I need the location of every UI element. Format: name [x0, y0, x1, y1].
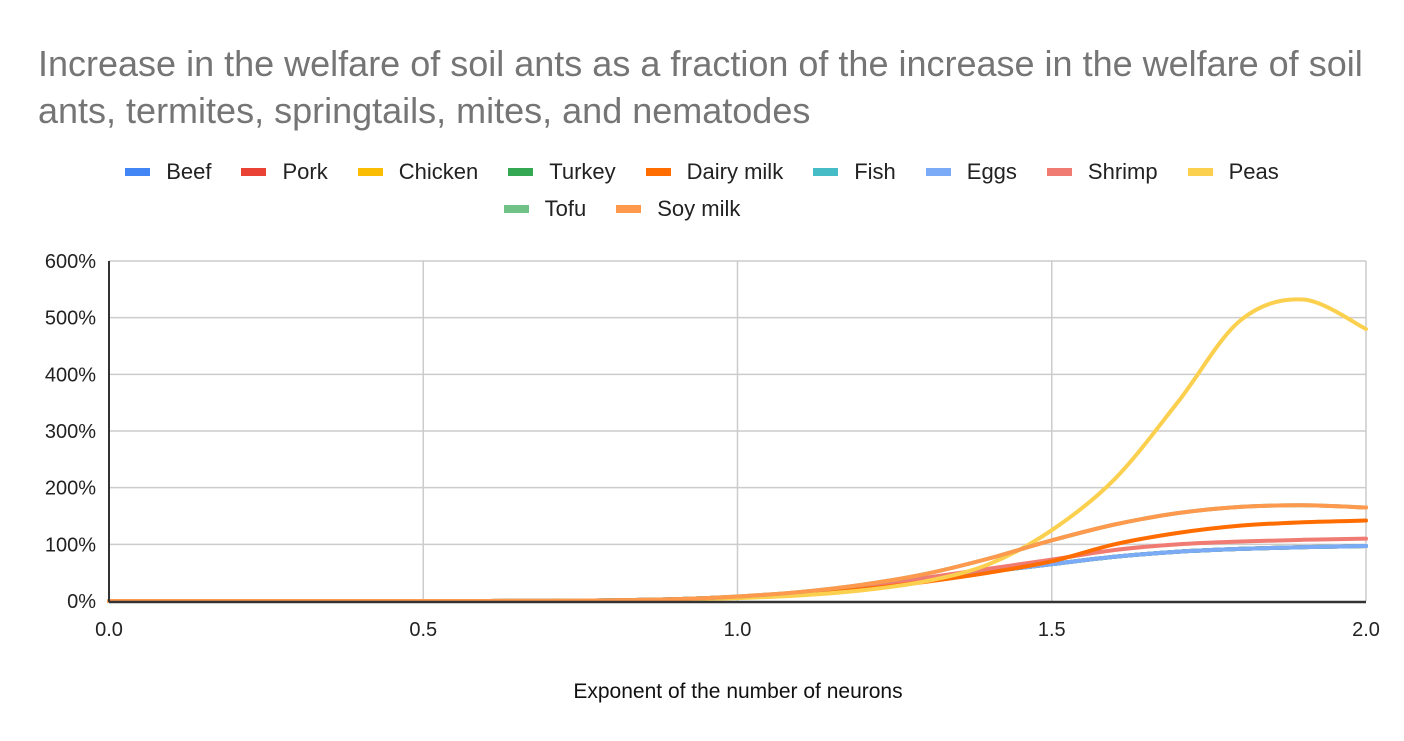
legend-label: Shrimp — [1087, 159, 1158, 184]
legend-label: Beef — [166, 159, 212, 184]
x-tick-label: 1.5 — [1038, 619, 1066, 641]
legend-label: Tofu — [544, 196, 587, 221]
y-tick-label: 100% — [45, 534, 96, 556]
legend-item-soy-milk[interactable]: Soy milk — [616, 195, 740, 223]
legend-swatch — [357, 168, 383, 176]
legend-label: Turkey — [549, 159, 616, 184]
legend-row-2: Tofu Soy milk — [0, 195, 1324, 223]
y-tick-label: 200% — [45, 478, 96, 500]
legend-item-eggs[interactable]: Eggs — [925, 158, 1017, 186]
legend-item-turkey[interactable]: Turkey — [508, 158, 616, 186]
y-tick-label: 600% — [45, 251, 96, 273]
legend-label: Pork — [282, 159, 328, 184]
legend-label: Chicken — [398, 159, 479, 184]
legend-row-1: Beef Pork Chicken Turkey Dairy milk Fish Eggs S… — [0, 158, 1404, 186]
legend-label: Peas — [1228, 159, 1279, 184]
grid-lines — [109, 260, 1367, 601]
x-tick-label: 0.5 — [409, 619, 437, 641]
legend-swatch — [125, 168, 151, 176]
legend-item-tofu[interactable]: Tofu — [503, 195, 587, 223]
x-tick-label: 0.0 — [95, 619, 123, 641]
legend-swatch — [616, 205, 642, 213]
legend-item-pork[interactable]: Pork — [241, 158, 328, 186]
y-tick-label: 400% — [45, 364, 96, 386]
legend-swatch — [241, 168, 267, 176]
y-tick-label: 0% — [67, 591, 96, 613]
y-tick-label: 300% — [45, 421, 96, 443]
legend-item-dairy-milk[interactable]: Dairy milk — [645, 158, 784, 186]
legend-label: Fish — [854, 159, 896, 184]
x-axis-label: Exponent of the number of neurons — [573, 680, 902, 703]
legend-swatch — [503, 205, 529, 213]
legend-item-fish[interactable]: Fish — [813, 158, 896, 186]
legend-label: Soy milk — [657, 196, 741, 221]
x-tick-label: 1.0 — [724, 619, 752, 641]
legend-swatch — [1187, 168, 1213, 176]
legend-swatch — [925, 168, 951, 176]
legend-item-peas[interactable]: Peas — [1187, 158, 1279, 186]
y-tick-label: 500% — [45, 308, 96, 330]
legend-swatch — [645, 168, 671, 176]
legend-item-chicken[interactable]: Chicken — [357, 158, 479, 186]
x-tick-label: 2.0 — [1352, 619, 1380, 641]
axes — [108, 261, 1366, 604]
legend-item-beef[interactable]: Beef — [125, 158, 211, 186]
legend-label: Dairy milk — [686, 159, 784, 184]
legend-swatch — [1046, 168, 1072, 176]
legend-label: Eggs — [966, 159, 1017, 184]
legend-swatch — [813, 168, 839, 176]
tick-labels: 0% 100% 200% 300% 400% 500% 600% 0.0 0.5 1.0 1.5 2.… — [45, 251, 1380, 641]
legend-swatch — [508, 168, 534, 176]
chart-title: Increase in the welfare of soil ants as … — [38, 43, 1363, 131]
legend-item-shrimp[interactable]: Shrimp — [1046, 158, 1158, 186]
